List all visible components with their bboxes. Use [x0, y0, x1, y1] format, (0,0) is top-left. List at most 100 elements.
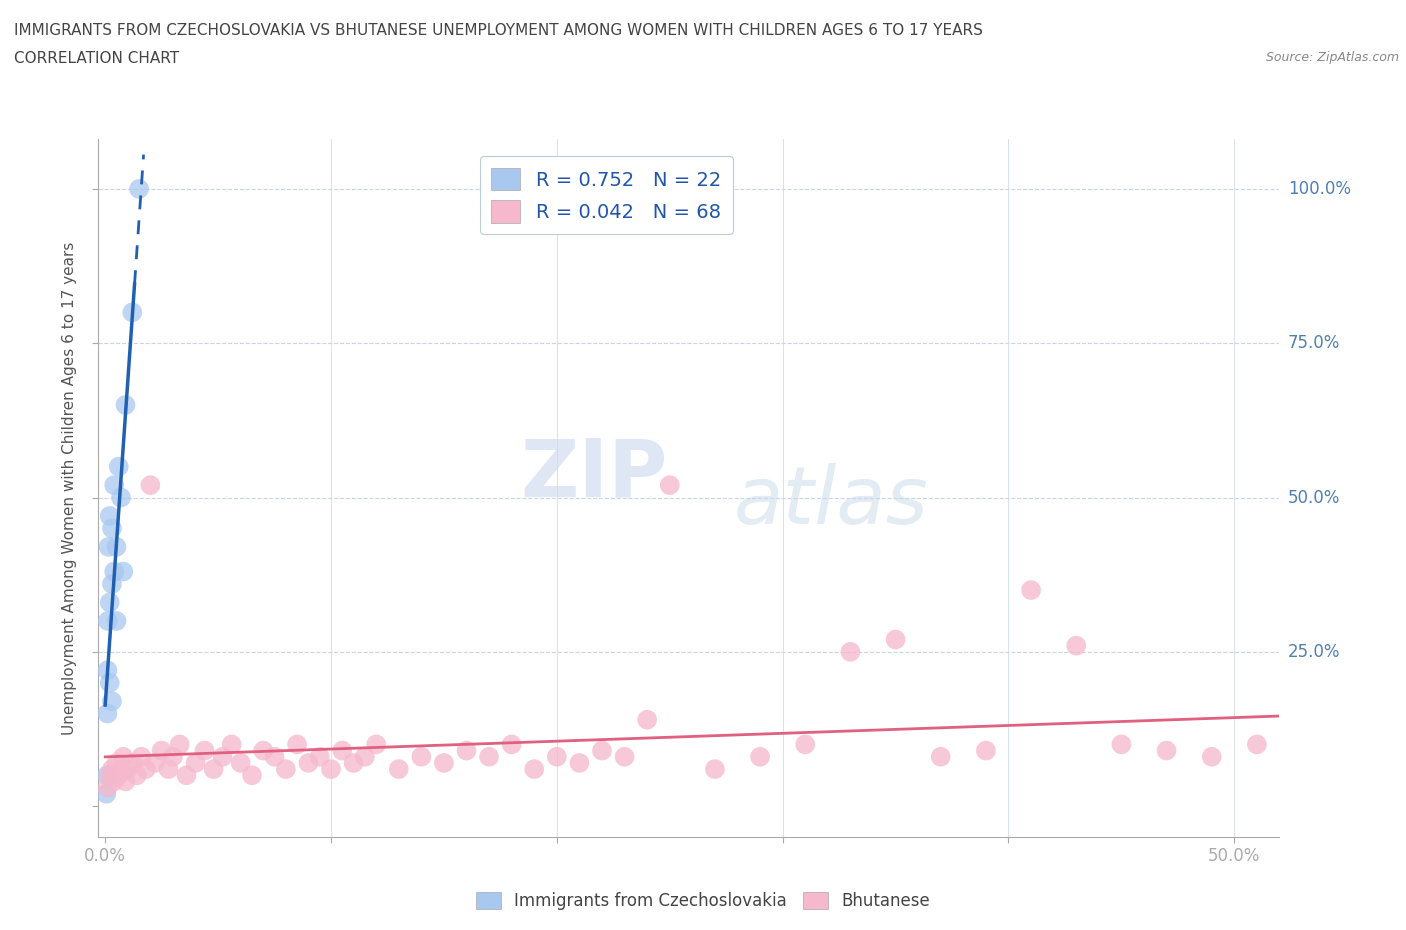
Point	[1064, 638, 1087, 653]
Point	[433, 755, 456, 770]
Point	[176, 768, 198, 783]
Point	[456, 743, 478, 758]
Text: 75.0%: 75.0%	[1288, 334, 1340, 352]
Point	[478, 750, 501, 764]
Point	[105, 755, 128, 770]
Text: 50.0%: 50.0%	[1288, 488, 1340, 507]
Point	[110, 490, 132, 505]
Point	[523, 762, 546, 777]
Point	[229, 755, 252, 770]
Point	[636, 712, 658, 727]
Point	[319, 762, 342, 777]
Point	[252, 743, 274, 758]
Point	[97, 539, 120, 554]
Point	[591, 743, 613, 758]
Y-axis label: Unemployment Among Women with Children Ages 6 to 17 years: Unemployment Among Women with Children A…	[62, 242, 77, 735]
Text: atlas: atlas	[734, 463, 928, 541]
Point	[103, 478, 125, 493]
Point	[103, 565, 125, 579]
Point	[98, 509, 121, 524]
Point	[546, 750, 568, 764]
Point	[135, 762, 157, 777]
Point	[1246, 737, 1268, 751]
Point	[105, 539, 128, 554]
Point	[112, 750, 135, 764]
Point	[330, 743, 353, 758]
Point	[169, 737, 191, 751]
Point	[1019, 583, 1042, 598]
Point	[101, 762, 124, 777]
Point	[613, 750, 636, 764]
Point	[211, 750, 233, 764]
Point	[658, 478, 681, 493]
Point	[297, 755, 319, 770]
Point	[125, 768, 148, 783]
Point	[1313, 750, 1336, 764]
Point	[114, 397, 136, 412]
Point	[974, 743, 997, 758]
Text: 100.0%: 100.0%	[1288, 179, 1351, 198]
Point	[184, 755, 207, 770]
Point	[101, 521, 124, 536]
Point	[388, 762, 411, 777]
Point	[703, 762, 725, 777]
Point	[342, 755, 364, 770]
Point	[107, 768, 129, 783]
Point	[143, 755, 166, 770]
Point	[96, 787, 118, 802]
Point	[308, 750, 330, 764]
Point	[1111, 737, 1133, 751]
Point	[96, 768, 118, 783]
Point	[103, 774, 125, 789]
Point	[354, 750, 377, 764]
Point	[285, 737, 308, 751]
Point	[568, 755, 591, 770]
Point	[162, 750, 184, 764]
Text: CORRELATION CHART: CORRELATION CHART	[14, 51, 179, 66]
Point	[121, 755, 143, 770]
Point	[157, 762, 180, 777]
Point	[794, 737, 817, 751]
Point	[131, 750, 153, 764]
Text: ZIP: ZIP	[520, 435, 668, 513]
Point	[105, 614, 128, 629]
Point	[150, 743, 173, 758]
Point	[1291, 755, 1313, 770]
Point	[107, 459, 129, 474]
Point	[749, 750, 772, 764]
Point	[366, 737, 388, 751]
Point	[839, 644, 862, 659]
Point	[202, 762, 225, 777]
Point	[1336, 762, 1358, 777]
Point	[884, 632, 907, 647]
Point	[96, 663, 118, 678]
Point	[411, 750, 433, 764]
Text: Source: ZipAtlas.com: Source: ZipAtlas.com	[1265, 51, 1399, 64]
Point	[98, 768, 121, 783]
Point	[1156, 743, 1178, 758]
Legend: Immigrants from Czechoslovakia, Bhutanese: Immigrants from Czechoslovakia, Bhutanes…	[470, 885, 936, 917]
Point	[98, 675, 121, 690]
Point	[240, 768, 263, 783]
Point	[101, 577, 124, 591]
Point	[96, 780, 118, 795]
Point	[97, 614, 120, 629]
Point	[263, 750, 285, 764]
Point	[501, 737, 523, 751]
Legend: R = 0.752   N = 22, R = 0.042   N = 68: R = 0.752 N = 22, R = 0.042 N = 68	[479, 156, 733, 234]
Text: 25.0%: 25.0%	[1288, 643, 1340, 661]
Point	[96, 706, 118, 721]
Point	[1201, 750, 1223, 764]
Point	[274, 762, 297, 777]
Point	[112, 565, 135, 579]
Point	[121, 305, 143, 320]
Point	[193, 743, 215, 758]
Point	[98, 595, 121, 610]
Point	[101, 694, 124, 709]
Point	[221, 737, 243, 751]
Point	[929, 750, 952, 764]
Point	[117, 762, 139, 777]
Point	[110, 762, 132, 777]
Point	[128, 181, 150, 196]
Point	[139, 478, 162, 493]
